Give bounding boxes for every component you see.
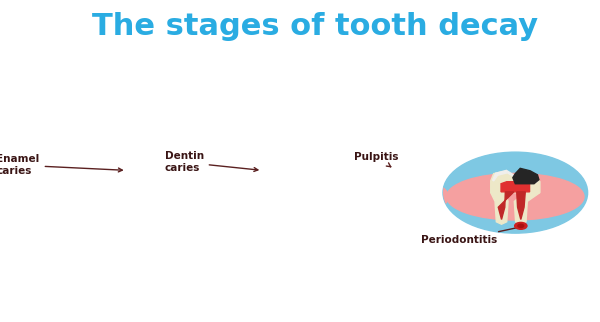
Polygon shape bbox=[501, 182, 530, 192]
Circle shape bbox=[443, 152, 587, 233]
Circle shape bbox=[518, 224, 524, 227]
Ellipse shape bbox=[384, 171, 390, 174]
Text: Pulpitis: Pulpitis bbox=[355, 152, 399, 167]
Polygon shape bbox=[355, 193, 373, 224]
Polygon shape bbox=[243, 193, 269, 224]
Polygon shape bbox=[94, 182, 123, 192]
Polygon shape bbox=[246, 170, 265, 183]
Polygon shape bbox=[221, 170, 267, 183]
Polygon shape bbox=[220, 193, 237, 224]
Circle shape bbox=[36, 152, 181, 233]
Polygon shape bbox=[517, 192, 525, 220]
Polygon shape bbox=[84, 171, 133, 193]
Ellipse shape bbox=[446, 174, 584, 220]
Polygon shape bbox=[92, 192, 107, 220]
Polygon shape bbox=[491, 171, 540, 193]
Polygon shape bbox=[377, 168, 403, 184]
Text: Enamel
caries: Enamel caries bbox=[0, 154, 122, 176]
Polygon shape bbox=[513, 168, 539, 184]
Ellipse shape bbox=[114, 172, 125, 179]
Polygon shape bbox=[107, 193, 133, 224]
Polygon shape bbox=[357, 170, 403, 183]
Circle shape bbox=[515, 223, 527, 229]
Polygon shape bbox=[365, 182, 394, 192]
Ellipse shape bbox=[251, 172, 256, 175]
Polygon shape bbox=[84, 193, 101, 224]
Text: Periodontitis: Periodontitis bbox=[421, 225, 525, 245]
Circle shape bbox=[172, 152, 316, 233]
Polygon shape bbox=[230, 182, 259, 192]
Text: Dentin
caries: Dentin caries bbox=[164, 151, 258, 173]
Polygon shape bbox=[86, 170, 131, 183]
Polygon shape bbox=[227, 192, 242, 220]
Text: The stages of tooth decay: The stages of tooth decay bbox=[92, 12, 538, 41]
Polygon shape bbox=[355, 171, 404, 193]
Polygon shape bbox=[491, 193, 508, 224]
Polygon shape bbox=[220, 171, 269, 193]
Polygon shape bbox=[514, 193, 540, 224]
Polygon shape bbox=[245, 192, 254, 220]
Polygon shape bbox=[493, 170, 538, 183]
Ellipse shape bbox=[311, 174, 448, 220]
Polygon shape bbox=[362, 192, 378, 220]
Ellipse shape bbox=[175, 174, 313, 220]
Polygon shape bbox=[498, 192, 514, 220]
Ellipse shape bbox=[40, 174, 177, 220]
Polygon shape bbox=[381, 192, 389, 220]
Polygon shape bbox=[110, 192, 119, 220]
Ellipse shape bbox=[116, 173, 120, 175]
Circle shape bbox=[307, 152, 452, 233]
Polygon shape bbox=[379, 193, 404, 224]
